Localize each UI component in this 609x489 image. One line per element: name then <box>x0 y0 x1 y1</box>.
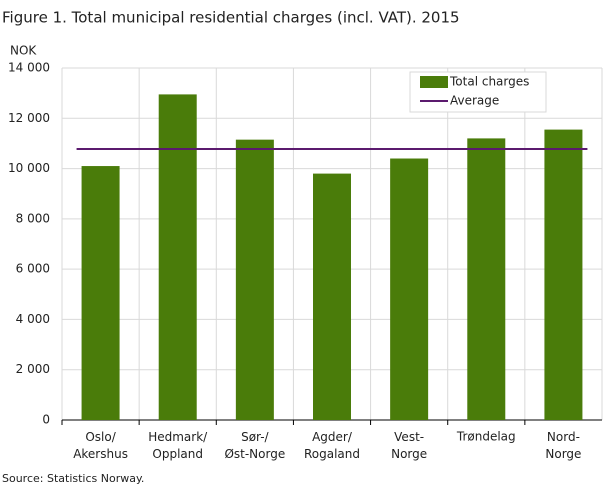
x-tick-label: Oslo/Akershus <box>73 430 128 461</box>
x-tick-label: Vest-Norge <box>391 430 427 461</box>
y-tick-label: 14 000 <box>8 61 50 75</box>
source: Source: Statistics Norway. <box>2 472 144 485</box>
chart-title: Figure 1. Total municipal residential ch… <box>2 9 460 27</box>
y-tick-label: 0 <box>42 413 50 427</box>
legend-swatch <box>420 76 448 88</box>
y-tick-label: 2 000 <box>16 362 50 376</box>
bar <box>81 166 120 420</box>
bar <box>158 94 197 421</box>
y-tick-label: 8 000 <box>16 211 50 225</box>
legend-label: Total charges <box>449 75 529 89</box>
x-tick-label: Nord-Norge <box>545 430 581 461</box>
bar <box>467 138 506 420</box>
bar <box>390 158 429 420</box>
x-tick-label: Sør-/Øst-Norge <box>224 430 285 461</box>
y-axis-label: NOK <box>10 44 37 58</box>
y-tick-label: 4 000 <box>16 312 50 326</box>
x-tick-label: Trøndelag <box>456 430 516 444</box>
bar <box>235 139 274 420</box>
x-tick-label: Hedmark/Oppland <box>148 430 208 461</box>
y-tick-label: 6 000 <box>16 262 50 276</box>
y-tick-label: 12 000 <box>8 111 50 125</box>
x-tick-label: Agder/Rogaland <box>304 430 360 461</box>
bar <box>313 173 351 420</box>
y-tick-label: 10 000 <box>8 161 50 175</box>
bar <box>544 129 583 420</box>
legend-label: Average <box>450 94 499 108</box>
